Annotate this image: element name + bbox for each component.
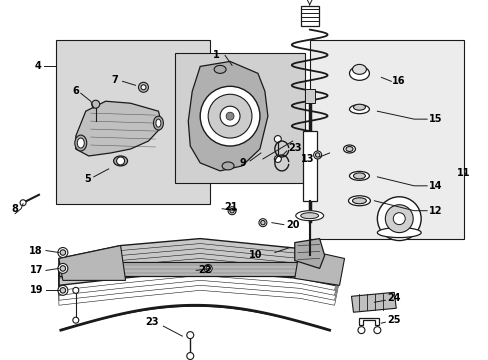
Ellipse shape (214, 66, 225, 73)
Circle shape (274, 156, 281, 162)
Text: 12: 12 (428, 206, 442, 216)
Circle shape (141, 85, 146, 90)
Ellipse shape (352, 64, 366, 75)
Text: 11: 11 (456, 168, 470, 178)
Circle shape (73, 317, 79, 323)
Ellipse shape (343, 145, 355, 153)
Polygon shape (351, 292, 395, 312)
Text: 13: 13 (301, 154, 314, 164)
Circle shape (116, 157, 124, 165)
Circle shape (73, 287, 79, 293)
Circle shape (392, 213, 405, 225)
Text: 22: 22 (198, 265, 211, 275)
Circle shape (260, 220, 264, 225)
Polygon shape (188, 62, 267, 171)
Circle shape (227, 207, 236, 215)
Text: 4: 4 (34, 62, 41, 71)
Polygon shape (59, 246, 125, 280)
Circle shape (220, 106, 240, 126)
Ellipse shape (75, 135, 86, 151)
Text: 17: 17 (29, 265, 43, 275)
Circle shape (204, 265, 212, 273)
Text: 7: 7 (112, 75, 119, 85)
Ellipse shape (295, 211, 323, 221)
Text: 10: 10 (249, 249, 263, 260)
Text: 23: 23 (145, 317, 159, 327)
Text: 1: 1 (212, 50, 219, 60)
Polygon shape (359, 318, 379, 325)
Bar (309, 40, 463, 239)
Ellipse shape (353, 104, 365, 110)
Circle shape (259, 219, 266, 227)
Bar (302, 131, 316, 201)
Bar (59, 262, 337, 276)
Circle shape (225, 112, 234, 120)
Ellipse shape (300, 213, 318, 219)
Text: 8: 8 (12, 204, 19, 214)
Ellipse shape (349, 171, 368, 180)
Text: 14: 14 (428, 181, 442, 191)
Circle shape (385, 205, 412, 233)
Bar (56, 40, 210, 204)
Polygon shape (76, 101, 162, 156)
Text: 9: 9 (239, 158, 245, 168)
Text: 19: 19 (29, 285, 43, 295)
Circle shape (313, 151, 321, 159)
Text: 25: 25 (386, 315, 400, 325)
Text: 15: 15 (428, 114, 442, 124)
Ellipse shape (77, 138, 84, 148)
Ellipse shape (113, 156, 127, 166)
Circle shape (138, 82, 148, 92)
Circle shape (208, 94, 251, 138)
Text: 24: 24 (386, 293, 400, 303)
Text: 20: 20 (285, 220, 299, 230)
Ellipse shape (353, 173, 365, 179)
Ellipse shape (352, 198, 366, 204)
Text: 18: 18 (29, 246, 43, 256)
Circle shape (58, 285, 68, 295)
Ellipse shape (349, 105, 368, 114)
Text: 16: 16 (391, 76, 405, 86)
Ellipse shape (346, 147, 352, 152)
Circle shape (373, 327, 380, 334)
Circle shape (315, 153, 319, 157)
Circle shape (377, 197, 420, 240)
Bar (304, 89, 314, 103)
Circle shape (357, 327, 364, 334)
Polygon shape (294, 239, 324, 269)
Ellipse shape (153, 116, 163, 130)
Bar (300, 6, 318, 26)
Circle shape (60, 266, 65, 271)
Circle shape (200, 86, 260, 146)
Circle shape (186, 352, 193, 360)
Ellipse shape (349, 66, 368, 80)
Bar (175, 53, 304, 183)
Text: 23: 23 (287, 143, 301, 153)
Circle shape (274, 136, 281, 143)
Circle shape (58, 248, 68, 257)
Ellipse shape (222, 162, 234, 170)
Text: 5: 5 (84, 174, 91, 184)
Circle shape (186, 332, 193, 339)
Circle shape (58, 264, 68, 273)
Circle shape (20, 200, 26, 206)
Text: 21: 21 (224, 202, 237, 212)
Ellipse shape (377, 228, 420, 238)
Circle shape (229, 208, 234, 213)
Circle shape (92, 100, 100, 108)
Polygon shape (59, 239, 339, 285)
Circle shape (60, 250, 65, 255)
Text: 6: 6 (72, 86, 79, 96)
Polygon shape (294, 248, 344, 285)
Circle shape (205, 266, 210, 271)
Ellipse shape (156, 119, 161, 127)
Ellipse shape (348, 196, 369, 206)
Circle shape (60, 288, 65, 293)
